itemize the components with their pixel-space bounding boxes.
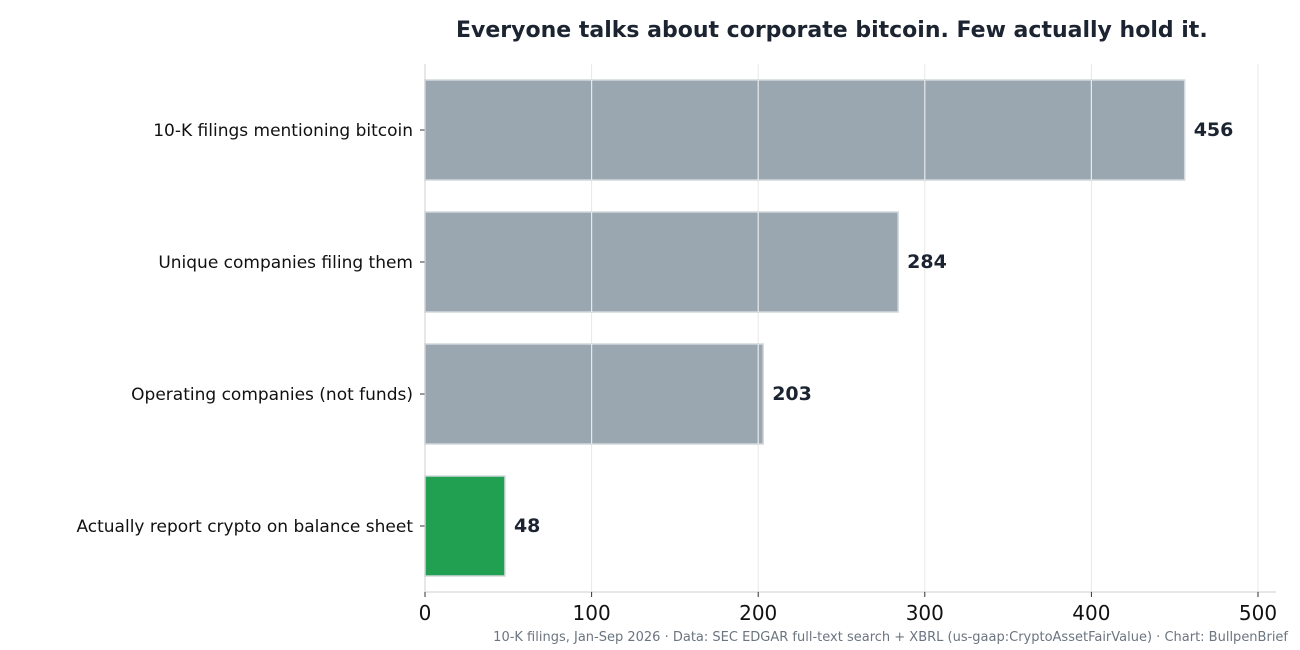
x-tick-label: 500: [1239, 601, 1277, 625]
bar: [424, 211, 899, 313]
data-label: 284: [907, 251, 947, 273]
data-label: 203: [772, 383, 812, 405]
category-label: Actually report crypto on balance sheet: [76, 517, 413, 537]
category-label: Unique companies filing them: [158, 253, 413, 273]
x-tick-label: 400: [1072, 601, 1110, 625]
x-tick-label: 200: [739, 601, 777, 625]
bar: [424, 475, 506, 577]
category-label: 10-K filings mentioning bitcoin: [153, 121, 413, 141]
data-label: 456: [1194, 119, 1234, 141]
chart-title: Everyone talks about corporate bitcoin. …: [456, 18, 1208, 43]
category-label: Operating companies (not funds): [131, 385, 413, 405]
x-tick-label: 100: [573, 601, 611, 625]
bar: [424, 79, 1186, 181]
x-tick-label: 300: [906, 601, 944, 625]
data-label: 48: [514, 515, 540, 537]
x-tick-label: 0: [419, 601, 432, 625]
bar: [424, 343, 764, 445]
chart-caption: 10-K filings, Jan-Sep 2026 · Data: SEC E…: [493, 630, 1288, 645]
